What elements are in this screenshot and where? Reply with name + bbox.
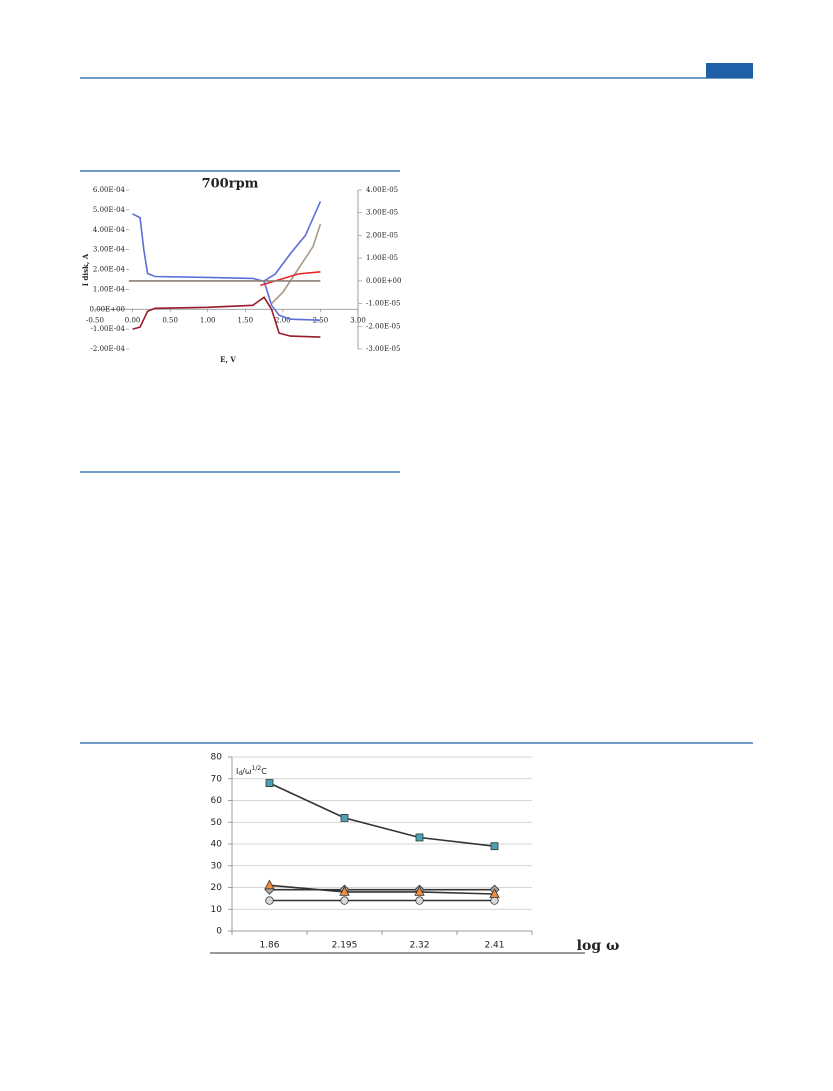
x-tick-label: 1.00 [200,316,216,324]
marker [415,896,424,905]
y-tick-label: 40 [211,840,223,850]
marker [415,833,424,842]
y-tick-label: 10 [211,905,223,915]
y-tick-label: 6.00E-04 [93,186,126,194]
y-tick-label: 30 [211,861,223,871]
marker [414,885,425,896]
y2-tick-label: -1.00E-05 [366,300,400,308]
annotation-part: d [238,770,242,777]
data-line [271,223,322,305]
y-tick-label: 3.00E-04 [93,246,126,254]
marker [264,879,275,890]
data-line [260,271,321,287]
y-axis-label: I disk, A [81,253,90,286]
x-tick-label: 2.41 [484,941,504,951]
data-line [263,201,322,282]
y-tick-label: -1.00E-04 [91,325,126,333]
y-tick-label: 4.00E-04 [93,226,126,234]
y-tick-label: 0 [216,927,222,937]
marker [265,779,274,787]
x-axis-label: E, V [220,355,236,364]
y2-tick-label: 4.00E-05 [366,186,398,194]
y-tick-label: 2.00E-04 [93,266,126,274]
y-tick-label: 50 [211,818,223,828]
x-tick-label: 0.50 [162,316,178,324]
y-tick-label: 1.00E-04 [93,285,126,293]
annotation-part: /ω [242,767,252,776]
x-tick-label: 1.50 [237,316,253,324]
y-tick-label: 20 [211,883,223,893]
y-tick-label: 60 [211,796,223,806]
y-tick-label: 80 [211,753,223,763]
annotation-part: C [261,767,267,776]
data-line [269,782,495,847]
y-tick-label: 5.00E-04 [93,206,126,214]
y2-tick-label: 3.00E-05 [366,209,398,217]
x-tick-label: 0.00 [125,316,141,324]
y-tick-label: -2.00E-04 [91,345,126,353]
x-tick-label: 2.00 [275,316,291,324]
annotation-part: 1/2 [252,765,262,772]
data-line [132,213,321,321]
x-tick-label: -0.50 [86,316,104,324]
header-tab [706,63,753,78]
marker [490,842,499,851]
x-tick-label: 3.00 [350,316,366,324]
x-axis-label: log ω [577,938,620,954]
annotation: Id/ω1/2C [236,765,267,777]
y2-tick-label: -2.00E-05 [366,322,400,330]
marker [340,896,349,905]
y2-tick-label: 1.00E-05 [366,254,398,262]
marker [339,885,350,896]
marker [340,814,349,822]
y2-tick-label: 0.00E+00 [366,277,401,285]
y-tick-label: 70 [211,774,223,784]
data-line [132,296,321,338]
marker [265,896,274,905]
y-tick-label: 0.00E+00 [90,305,125,313]
data-line [269,884,495,895]
y2-tick-label: -3.00E-05 [366,345,400,353]
marker [489,888,500,898]
x-tick-label: 2.32 [409,941,429,951]
x-tick-label: 1.86 [259,941,279,951]
y2-tick-label: 2.00E-05 [366,231,398,239]
chart-title: 700rpm [202,177,259,192]
x-tick-label: 2.50 [313,316,329,324]
x-tick-label: 2.195 [332,941,358,951]
annotation-part: I [236,767,238,776]
